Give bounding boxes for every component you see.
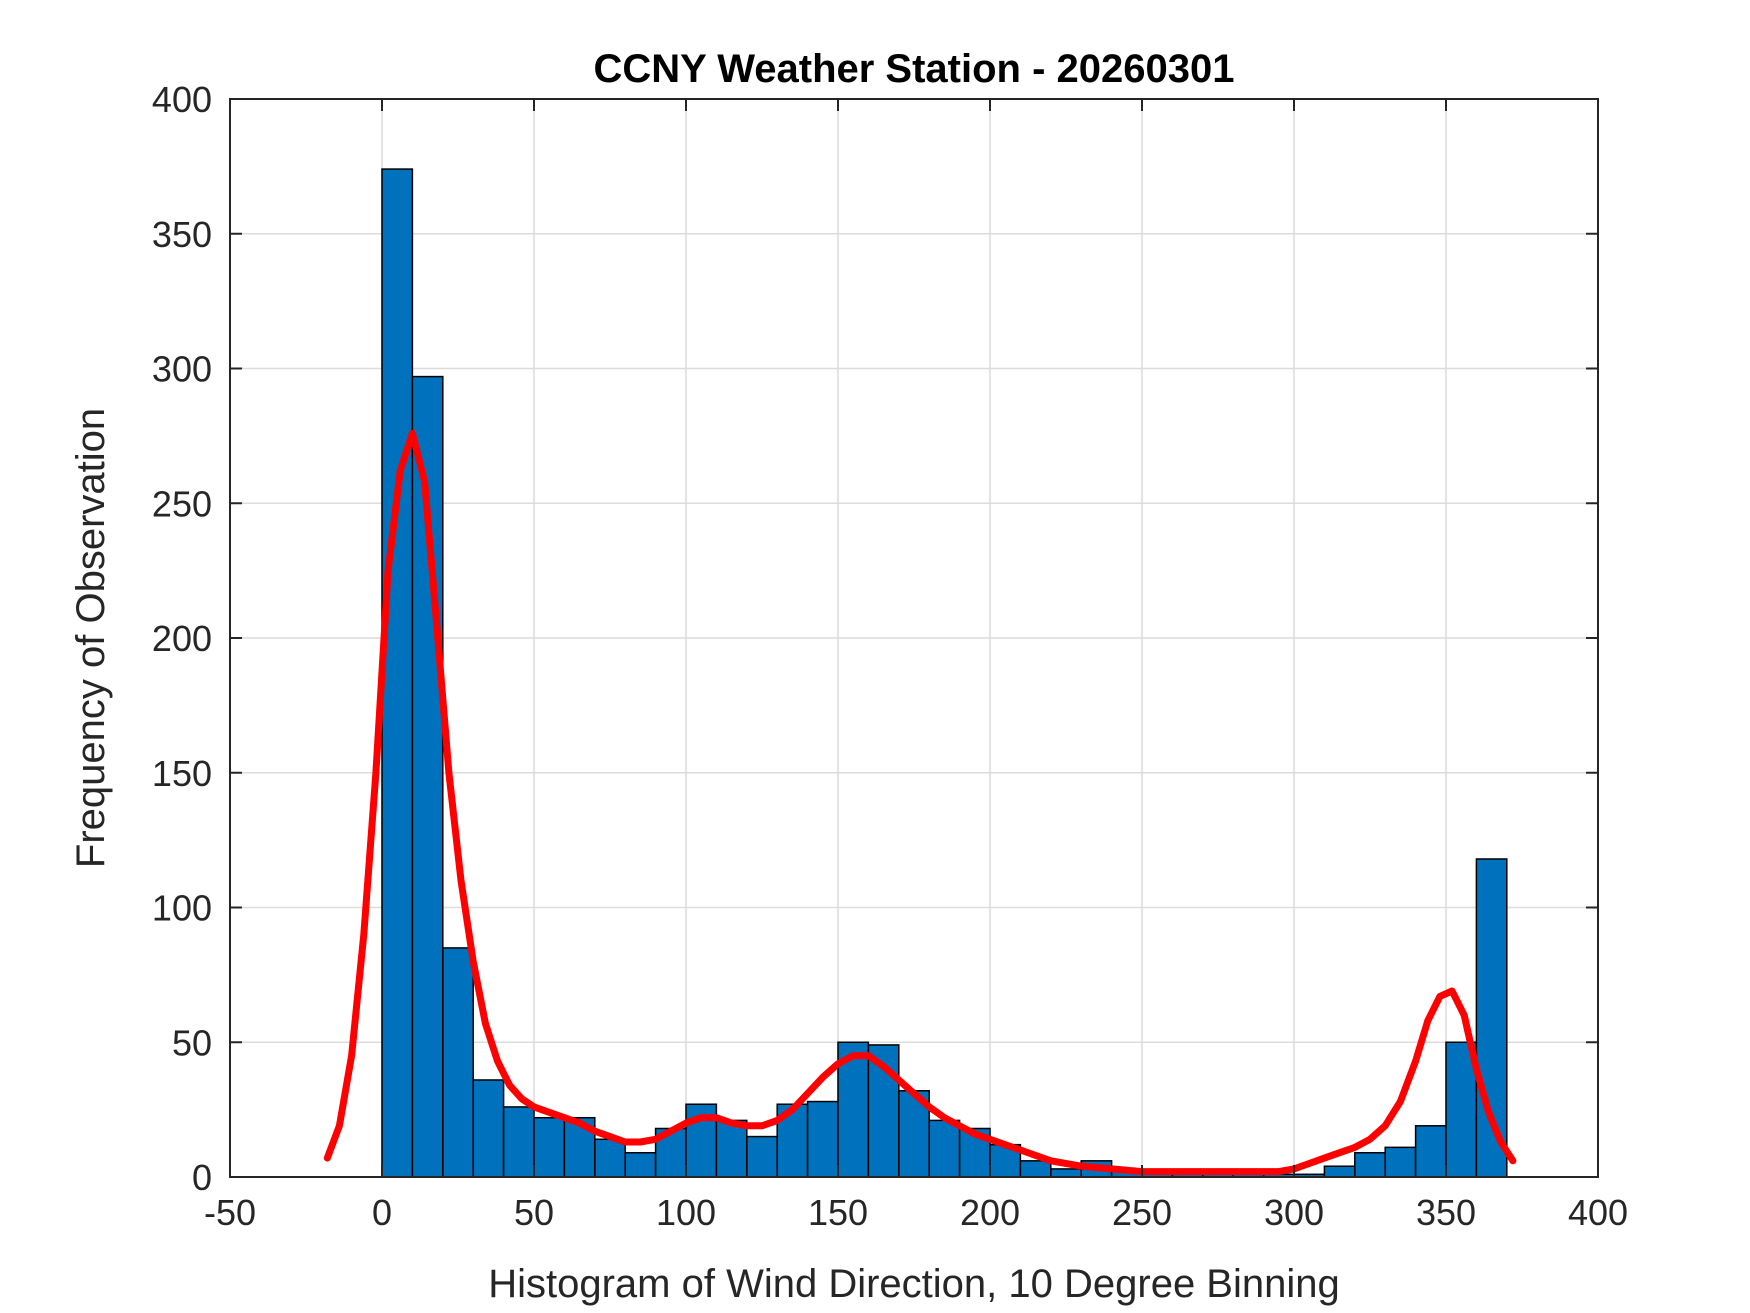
histogram-bar: [806, 1100, 839, 1178]
x-tick-label: 150: [808, 1192, 868, 1233]
histogram-bar: [746, 1135, 778, 1178]
histogram-bar: [594, 1138, 626, 1178]
x-axis-label: Histogram of Wind Direction, 10 Degree B…: [488, 1262, 1340, 1306]
x-tick-labels: -50 0 50 100 150 200 250 300 350 400: [204, 1192, 1628, 1233]
y-tick-label: 0: [192, 1157, 212, 1198]
histogram-bar: [533, 1116, 566, 1178]
x-tick-label: 400: [1568, 1192, 1628, 1233]
density-curve-layer: [323, 429, 1517, 1176]
histogram-bar: [472, 1079, 505, 1178]
x-tick-label: 50: [514, 1192, 554, 1233]
histogram-bar: [381, 168, 414, 1178]
histogram-bar: [624, 1151, 657, 1178]
x-tick-label: -50: [204, 1192, 256, 1233]
y-tick-label: 50: [172, 1022, 212, 1063]
y-tick-label: 200: [152, 618, 212, 659]
y-tick-label: 100: [152, 888, 212, 929]
histogram-bars: [381, 168, 1508, 1178]
y-tick-label: 400: [152, 79, 212, 120]
y-tick-labels: 0 50 100 150 200 250 300 350 400: [152, 79, 212, 1198]
y-tick-label: 350: [152, 214, 212, 255]
grid-lines: [230, 99, 1598, 1177]
x-tick-label: 300: [1264, 1192, 1324, 1233]
histogram-bar: [1323, 1165, 1356, 1178]
y-tick-label: 150: [152, 753, 212, 794]
y-tick-label: 250: [152, 483, 212, 524]
x-tick-label: 350: [1416, 1192, 1476, 1233]
x-tick-label: 100: [656, 1192, 716, 1233]
histogram-bar: [1354, 1151, 1386, 1178]
histogram-bar: [442, 947, 474, 1178]
y-axis-label: Frequency of Observation: [69, 408, 113, 868]
x-tick-label: 200: [960, 1192, 1020, 1233]
histogram-bar: [1019, 1160, 1052, 1178]
histogram-bar: [502, 1106, 535, 1178]
chart-title: CCNY Weather Station - 20260301: [594, 47, 1235, 91]
histogram-bar: [715, 1119, 748, 1178]
density-curve: [323, 429, 1517, 1176]
histogram-bar: [928, 1119, 961, 1178]
tick-marks: [229, 98, 1599, 1178]
x-tick-label: 250: [1112, 1192, 1172, 1233]
y-tick-label: 300: [152, 349, 212, 390]
histogram-bar: [1475, 858, 1508, 1178]
histogram-bar: [1414, 1125, 1447, 1178]
x-tick-label: 0: [372, 1192, 392, 1233]
histogram-bar: [1384, 1146, 1417, 1178]
histogram-bar: [1050, 1168, 1082, 1178]
